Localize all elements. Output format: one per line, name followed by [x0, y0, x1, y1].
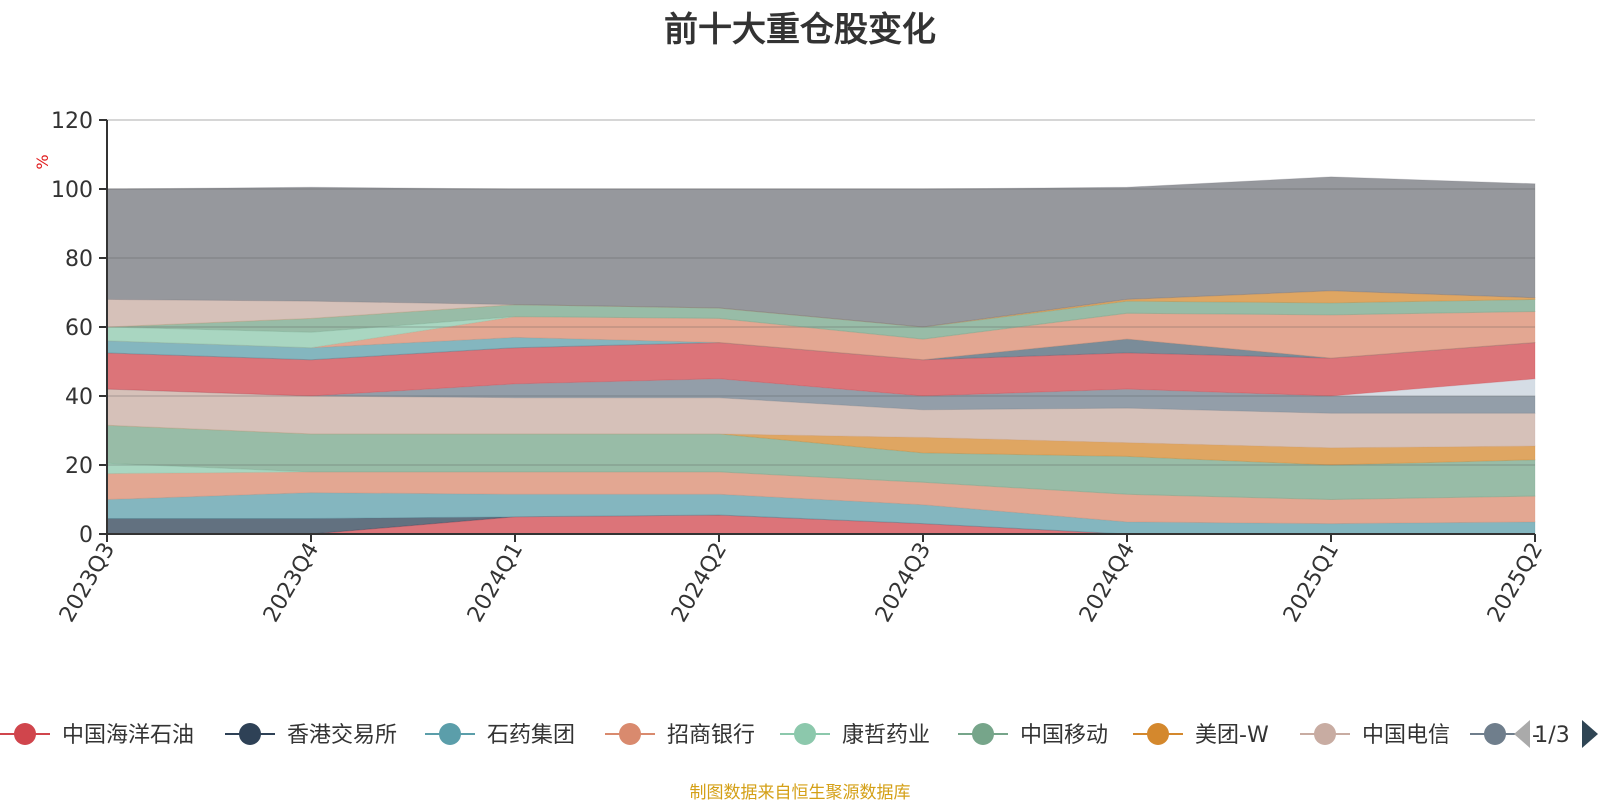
legend-item[interactable]: -: [1470, 723, 1540, 748]
x-tick-label: 2023Q3: [55, 539, 120, 627]
y-tick-label: 0: [79, 523, 93, 548]
y-tick-label: 80: [65, 247, 93, 272]
legend-swatch: [794, 723, 816, 745]
x-tick-label: 2024Q3: [871, 539, 936, 627]
legend-label: -: [1532, 723, 1540, 748]
y-tick-label: 100: [51, 178, 93, 203]
legend-item[interactable]: 中国电信: [1300, 723, 1450, 748]
area-series-8: [106, 378, 1536, 414]
legend-item[interactable]: 中国海洋石油: [0, 723, 194, 748]
x-tick-label: 2025Q1: [1279, 539, 1344, 627]
legend-swatch: [239, 723, 261, 745]
legend-swatch: [619, 723, 641, 745]
x-tick-label: 2024Q1: [463, 539, 528, 627]
legend-next-page-icon[interactable]: [1582, 720, 1598, 748]
area-series-9: [106, 378, 1536, 397]
source-note: 制图数据来自恒生聚源数据库: [689, 783, 911, 803]
y-tick-label: 60: [65, 316, 93, 341]
y-tick-label: 40: [65, 385, 93, 410]
legend-label: 中国移动: [1020, 723, 1108, 748]
y-tick-label: 120: [51, 109, 93, 134]
legend-page-indicator: 1/3: [1534, 723, 1569, 748]
legend-item[interactable]: 招商银行: [605, 723, 755, 748]
legend-label: 石药集团: [487, 723, 575, 748]
legend-label: 美团-W: [1195, 723, 1269, 748]
legend-label: 香港交易所: [287, 723, 397, 748]
legend-swatch: [972, 723, 994, 745]
x-tick-label: 2025Q2: [1483, 539, 1548, 627]
area-series-18: [106, 176, 1536, 328]
legend-swatch: [1484, 723, 1506, 745]
legend-item[interactable]: 石药集团: [425, 723, 575, 748]
legend-label: 中国电信: [1362, 723, 1450, 748]
legend-swatch: [1147, 723, 1169, 745]
legend-swatch: [1314, 723, 1336, 745]
legend-swatch: [14, 723, 36, 745]
area-layer: [106, 176, 1536, 535]
legend-item[interactable]: 中国移动: [958, 723, 1108, 748]
x-tick-label: 2023Q4: [259, 539, 324, 627]
legend-swatch: [439, 723, 461, 745]
x-tick-label: 2024Q4: [1075, 539, 1140, 627]
y-axis-unit: %: [33, 154, 52, 169]
y-tick-label: 20: [65, 454, 93, 479]
x-tick-label: 2024Q2: [667, 539, 732, 627]
legend-label: 康哲药业: [842, 723, 930, 748]
chart-title: 前十大重仓股变化: [664, 10, 936, 50]
legend-item[interactable]: 香港交易所: [225, 723, 397, 748]
legend-label: 中国海洋石油: [62, 723, 194, 748]
legend: 中国海洋石油 香港交易所 石药集团 招商银行 康哲药业 中国移动 美团-W 中国电信 -1/3: [0, 720, 1598, 748]
legend-prev-page-icon[interactable]: [1514, 720, 1530, 748]
legend-label: 招商银行: [667, 723, 755, 748]
legend-item[interactable]: 美团-W: [1133, 723, 1269, 748]
legend-item[interactable]: 康哲药业: [780, 723, 930, 748]
